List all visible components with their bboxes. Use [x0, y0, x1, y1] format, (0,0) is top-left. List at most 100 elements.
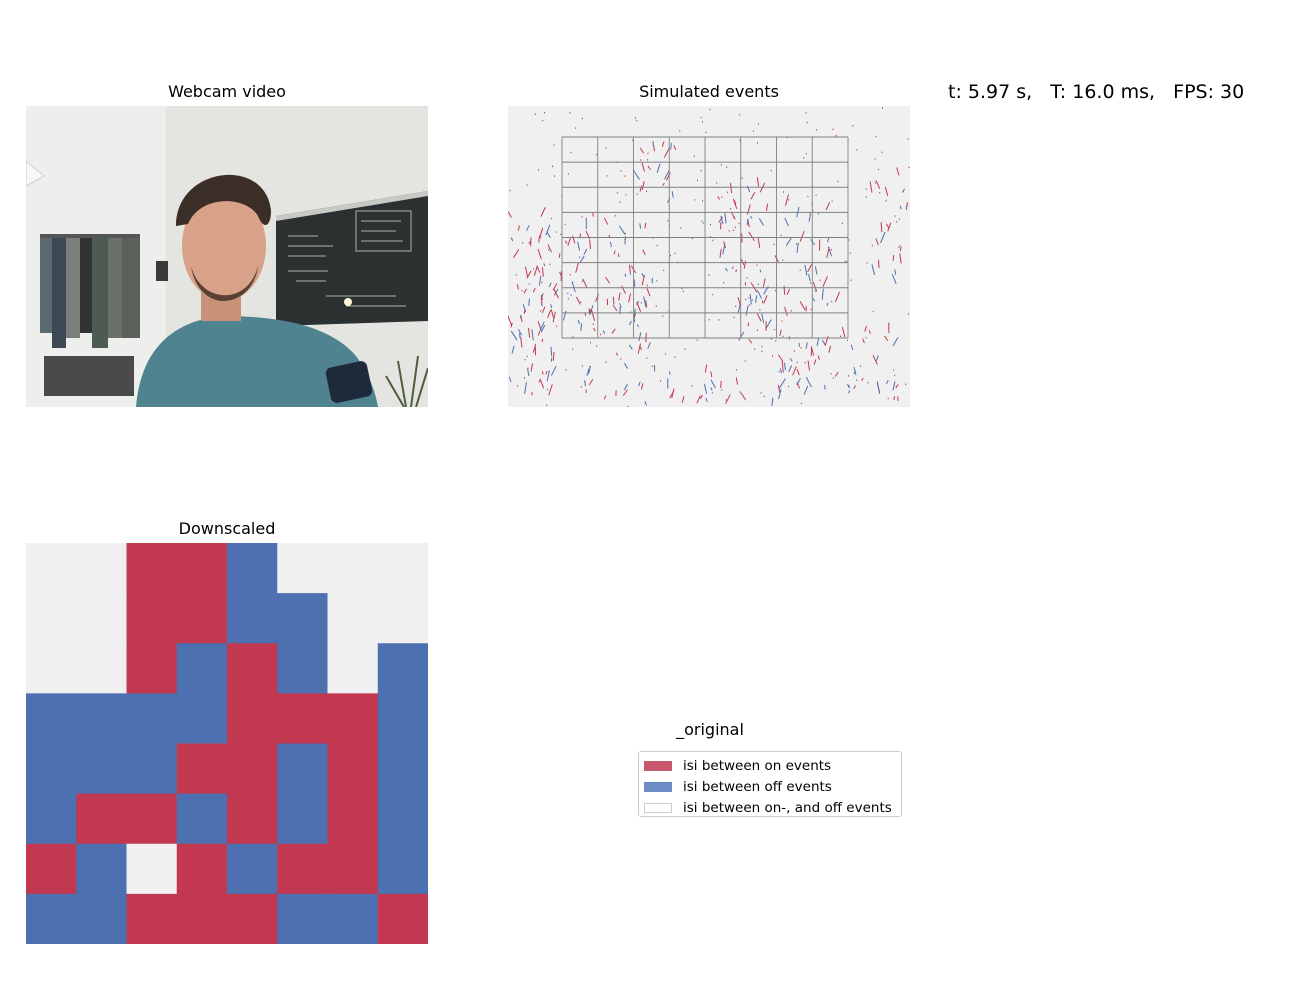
event-stroke [641, 383, 644, 390]
event-stroke [613, 250, 616, 255]
event-stroke [550, 309, 555, 319]
event-dot [546, 389, 548, 391]
event-stroke [642, 249, 646, 255]
event-dot [610, 245, 612, 248]
event-dot [757, 329, 758, 331]
event-dot [812, 209, 814, 212]
event-stroke [893, 396, 895, 400]
event-stroke [748, 339, 752, 344]
event-stroke [656, 163, 661, 173]
event-dot [708, 274, 710, 276]
event-dot [852, 125, 854, 127]
event-stroke [603, 395, 607, 400]
event-dot [731, 267, 733, 270]
event-stroke [633, 279, 636, 288]
event-dot [636, 119, 638, 122]
event-stroke [822, 339, 826, 346]
event-stroke [575, 262, 579, 273]
event-stroke [895, 384, 899, 389]
event-stroke [577, 241, 580, 251]
event-dot [564, 223, 566, 226]
event-dot [515, 274, 517, 276]
event-dot [796, 361, 798, 364]
downscaled-cell [227, 643, 278, 694]
legend-item-on-off: isi between on-, and off events [644, 797, 895, 818]
event-dot [865, 336, 867, 339]
downscaled-cell [76, 543, 128, 594]
event-dot [556, 325, 558, 327]
event-dot [697, 179, 698, 182]
event-stroke [826, 247, 830, 258]
event-dot [540, 237, 542, 239]
event-dot [807, 195, 809, 198]
event-stroke [551, 365, 557, 376]
event-stroke [719, 248, 722, 258]
coats [40, 238, 140, 348]
event-stroke [673, 145, 677, 150]
event-stroke [822, 276, 828, 288]
coat-rack [40, 234, 140, 238]
event-stroke [539, 378, 544, 389]
event-stroke [869, 181, 873, 193]
event-stroke [700, 394, 703, 400]
event-stroke [876, 381, 880, 393]
legend-label-on-off: isi between on-, and off events [683, 799, 892, 816]
event-dot [709, 108, 711, 111]
person-hair [176, 174, 271, 226]
event-stroke [540, 325, 546, 333]
event-dot [775, 289, 776, 292]
event-dot [600, 333, 602, 336]
downscaled-cell [26, 743, 77, 795]
event-stroke [896, 167, 900, 176]
event-dot [565, 369, 567, 371]
event-stroke [778, 354, 784, 362]
event-dot [816, 129, 818, 131]
event-dot [554, 175, 555, 177]
event-dot [875, 135, 877, 138]
event-stroke [619, 303, 622, 309]
event-stroke [545, 224, 551, 236]
event-stroke [805, 376, 812, 388]
event-dot [832, 128, 834, 130]
event-stroke [756, 177, 759, 187]
event-dot [867, 382, 869, 384]
event-stroke [786, 289, 790, 295]
event-stroke [510, 237, 514, 241]
event-dot [694, 199, 696, 201]
event-stroke [899, 253, 902, 264]
event-dot [692, 237, 693, 239]
event-dot [721, 389, 723, 391]
downscaled-cell [76, 793, 128, 845]
event-stroke [755, 295, 758, 303]
event-stroke [552, 283, 558, 291]
event-dot [790, 310, 792, 312]
event-stroke [671, 191, 674, 198]
event-stroke [533, 266, 538, 276]
event-stroke [629, 344, 633, 350]
event-dot [882, 107, 883, 109]
event-stroke [757, 313, 762, 322]
event-dot [712, 293, 714, 296]
event-dot [848, 385, 850, 387]
event-stroke [611, 328, 616, 334]
event-dot [616, 192, 618, 194]
event-dot [727, 191, 728, 193]
downscaled-cell [377, 643, 428, 694]
event-dot [526, 355, 528, 358]
event-dot [856, 149, 858, 151]
event-stroke [588, 366, 591, 374]
event-stroke [796, 242, 799, 253]
light-spot [344, 298, 352, 306]
event-stroke [553, 288, 559, 299]
event-stroke [520, 316, 523, 323]
event-dot [835, 135, 837, 137]
event-dot [555, 231, 557, 233]
downscaled-cell [327, 843, 379, 895]
event-stroke [717, 196, 720, 200]
event-dot [572, 348, 574, 350]
event-stroke [762, 278, 766, 288]
event-dot [580, 301, 582, 303]
event-stroke [828, 345, 831, 353]
event-dot [696, 339, 698, 341]
event-dot [640, 159, 642, 161]
